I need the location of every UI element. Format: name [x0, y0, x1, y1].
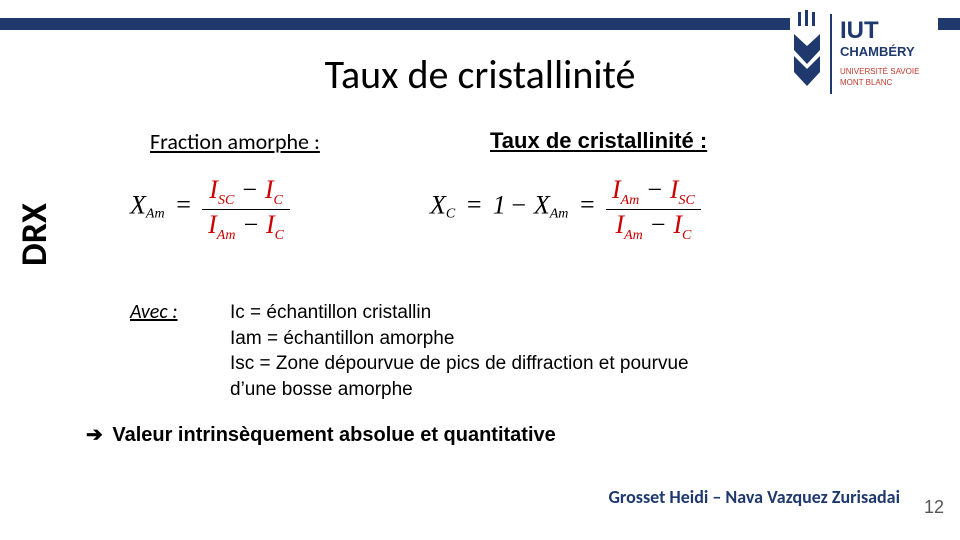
page-number: 12: [924, 497, 944, 518]
heading-taux-cristallinite: Taux de cristallinité :: [490, 128, 707, 154]
heading-fraction-amorphe: Fraction amorphe :: [150, 128, 320, 155]
formula-fraction-amorphe: XAm = ISC − IC IAm − IC: [130, 175, 290, 244]
def-ic: Ic = échantillon cristallin: [230, 300, 689, 326]
arrow-icon: ➔: [86, 424, 103, 446]
def-isc-line1: Isc = Zone dépourvue de pics de diffract…: [230, 351, 689, 377]
avec-label: Avec :: [130, 300, 178, 324]
drx-side-label: DRX: [12, 185, 52, 285]
def-isc-line2: d’une bosse amorphe: [230, 377, 689, 403]
value-text: Valeur intrinsèquement absolue et quanti…: [112, 424, 555, 446]
formula-taux-cristallinite: XC = 1 − XAm = IAm − ISC IAm − IC: [430, 175, 701, 244]
svg-text:IUT: IUT: [840, 17, 879, 44]
value-statement: ➔ Valeur intrinsèquement absolue et quan…: [86, 422, 556, 447]
definitions-block: Ic = échantillon cristallin Iam = échant…: [230, 300, 689, 403]
slide-title: Taux de cristallinité: [0, 50, 960, 99]
authors-footer: Grosset Heidi – Nava Vazquez Zurisadai: [608, 486, 900, 508]
def-iam: Iam = échantillon amorphe: [230, 326, 689, 352]
